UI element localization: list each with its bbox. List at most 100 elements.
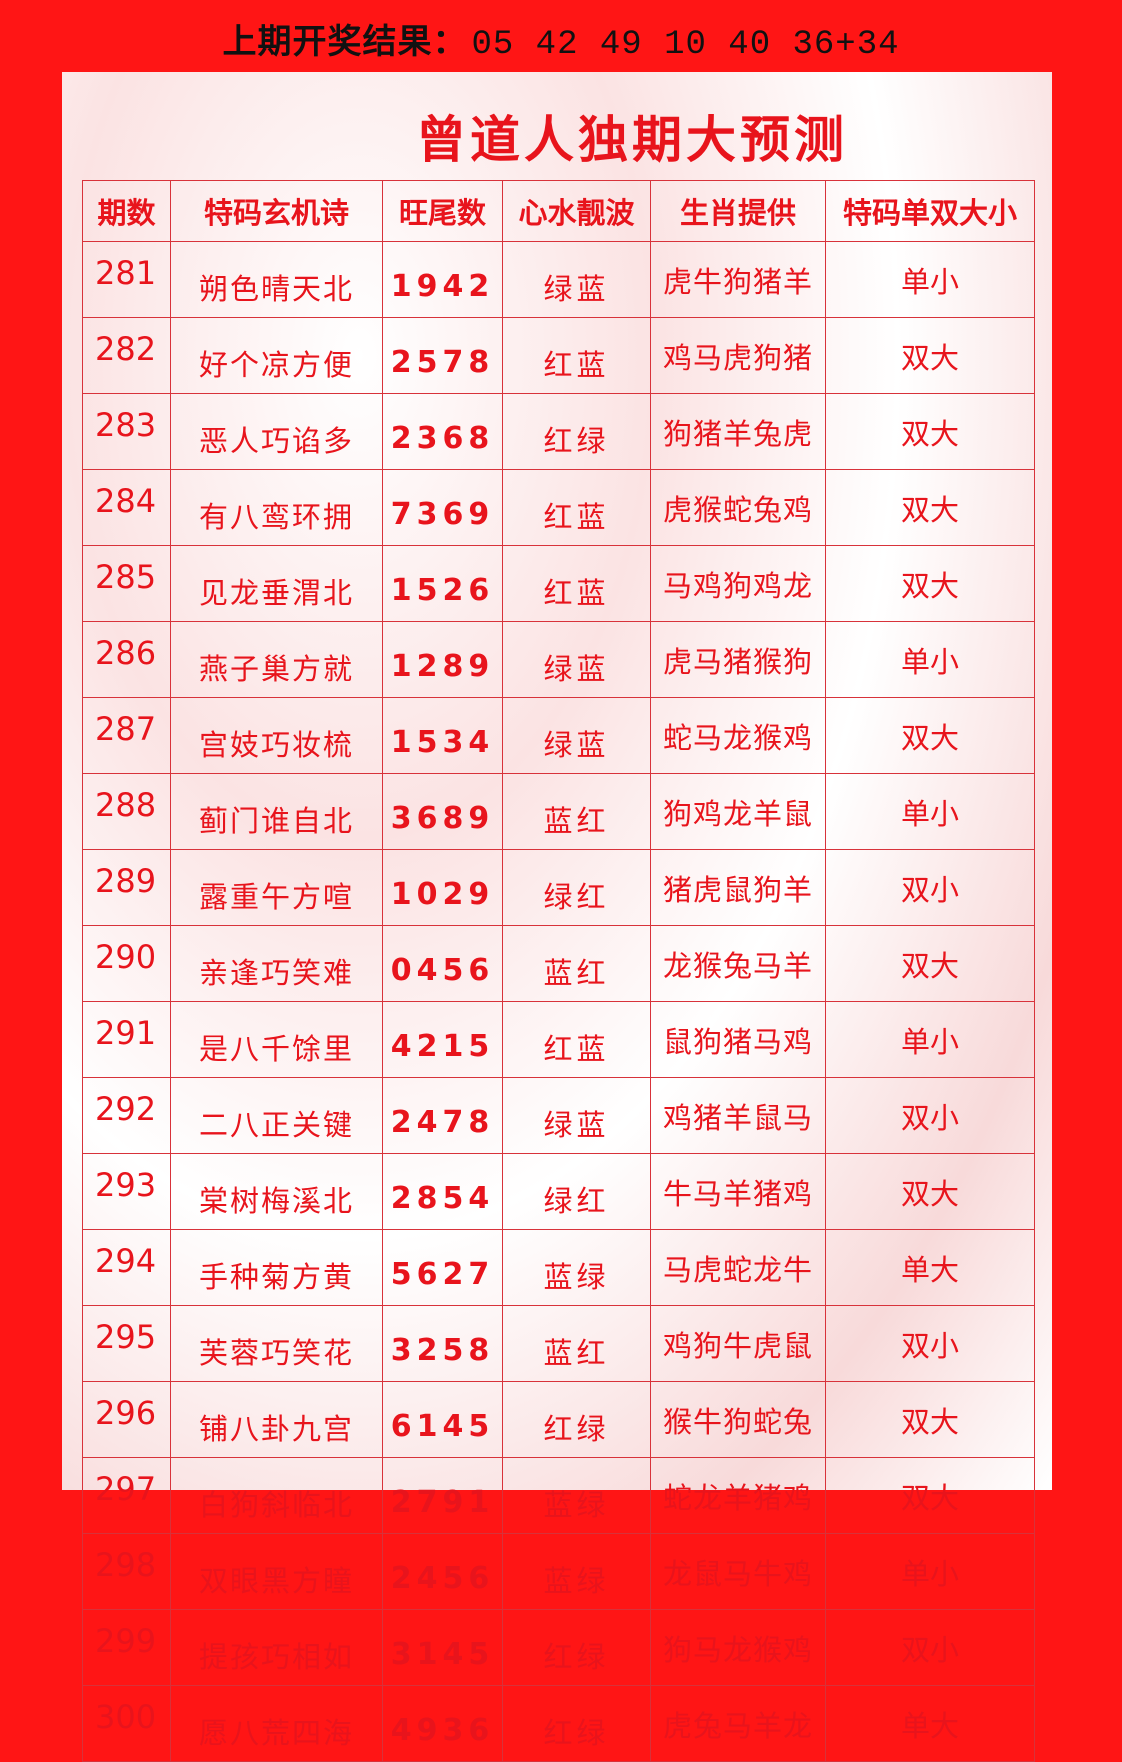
cell-wave-colors: 绿蓝 xyxy=(502,241,651,318)
cell-zodiacs: 龙猴兔马羊 xyxy=(650,925,826,1002)
cell-issue: 286 xyxy=(82,621,171,698)
cell-odd-even-size: 双大 xyxy=(825,393,1035,470)
cell-poem: 燕子巢方就 xyxy=(170,621,383,698)
table-row: 293 棠树梅溪北 2854 绿红 牛马羊猪鸡 双大 xyxy=(82,1153,1035,1230)
table-row: 294 手种菊方黄 5627 蓝绿 马虎蛇龙牛 单大 xyxy=(82,1229,1035,1306)
cell-poem: 好个凉方便 xyxy=(170,317,383,394)
cell-odd-even-size: 单小 xyxy=(825,1533,1035,1610)
table-row: 283 恶人巧谄多 2368 红绿 狗猪羊兔虎 双大 xyxy=(82,393,1035,470)
cell-issue: 299 xyxy=(82,1609,171,1686)
prediction-panel: 曾道人独期大预测 期数 特码玄机诗 旺尾数 心水靓波 生肖提供 特码单双大小 281 朔色晴… xyxy=(62,72,1052,1762)
cell-wave-colors: 红蓝 xyxy=(502,317,651,394)
cell-odd-even-size: 单大 xyxy=(825,1685,1035,1762)
cell-poem: 露重午方喧 xyxy=(170,849,383,926)
cell-zodiacs: 鸡猪羊鼠马 xyxy=(650,1077,826,1154)
cell-wave-colors: 蓝绿 xyxy=(502,1229,651,1306)
cell-zodiacs: 虎兔马羊龙 xyxy=(650,1685,826,1762)
table-row: 297 白狗斜临北 2791 蓝绿 蛇龙羊猪鸡 双大 xyxy=(82,1457,1035,1534)
cell-issue: 291 xyxy=(82,1001,171,1078)
cell-tail-numbers: 0456 xyxy=(382,925,503,1002)
cell-issue: 288 xyxy=(82,773,171,850)
cell-tail-numbers: 4215 xyxy=(382,1001,503,1078)
cell-wave-colors: 蓝红 xyxy=(502,925,651,1002)
last-draw-label: 上期开奖结果： xyxy=(222,22,468,62)
cell-tail-numbers: 3258 xyxy=(382,1305,503,1382)
cell-poem: 手种菊方黄 xyxy=(170,1229,383,1306)
cell-zodiacs: 鼠狗猪马鸡 xyxy=(650,1001,826,1078)
cell-tail-numbers: 2854 xyxy=(382,1153,503,1230)
column-header-zodiacs: 生肖提供 xyxy=(650,180,826,242)
column-header-tail-numbers: 旺尾数 xyxy=(382,180,503,242)
cell-issue: 294 xyxy=(82,1229,171,1306)
cell-wave-colors: 红绿 xyxy=(502,1381,651,1458)
cell-poem: 蓟门谁自北 xyxy=(170,773,383,850)
cell-tail-numbers: 1942 xyxy=(382,241,503,318)
cell-tail-numbers: 1526 xyxy=(382,545,503,622)
table-row: 286 燕子巢方就 1289 绿蓝 虎马猪猴狗 单小 xyxy=(82,621,1035,698)
cell-issue: 296 xyxy=(82,1381,171,1458)
cell-tail-numbers: 1289 xyxy=(382,621,503,698)
cell-zodiacs: 猪虎鼠狗羊 xyxy=(650,849,826,926)
cell-issue: 282 xyxy=(82,317,171,394)
cell-wave-colors: 红绿 xyxy=(502,1609,651,1686)
cell-tail-numbers: 2791 xyxy=(382,1457,503,1534)
table-header: 期数 特码玄机诗 旺尾数 心水靓波 生肖提供 特码单双大小 xyxy=(82,180,1035,242)
table-row: 298 双眼黑方瞳 2456 蓝绿 龙鼠马牛鸡 单小 xyxy=(82,1533,1035,1610)
table-row: 285 见龙垂渭北 1526 红蓝 马鸡狗鸡龙 双大 xyxy=(82,545,1035,622)
cell-zodiacs: 蛇马龙猴鸡 xyxy=(650,697,826,774)
cell-zodiacs: 马虎蛇龙牛 xyxy=(650,1229,826,1306)
cell-issue: 292 xyxy=(82,1077,171,1154)
cell-poem: 宫妓巧妆梳 xyxy=(170,697,383,774)
cell-odd-even-size: 单小 xyxy=(825,621,1035,698)
cell-odd-even-size: 双小 xyxy=(825,849,1035,926)
cell-poem: 芙蓉巧笑花 xyxy=(170,1305,383,1382)
cell-tail-numbers: 2456 xyxy=(382,1533,503,1610)
cell-odd-even-size: 双大 xyxy=(825,697,1035,774)
cell-issue: 285 xyxy=(82,545,171,622)
cell-tail-numbers: 1029 xyxy=(382,849,503,926)
cell-tail-numbers: 1534 xyxy=(382,697,503,774)
cell-wave-colors: 绿蓝 xyxy=(502,1077,651,1154)
cell-wave-colors: 蓝红 xyxy=(502,773,651,850)
cell-poem: 双眼黑方瞳 xyxy=(170,1533,383,1610)
cell-zodiacs: 牛马羊猪鸡 xyxy=(650,1153,826,1230)
table-row: 288 蓟门谁自北 3689 蓝红 狗鸡龙羊鼠 单小 xyxy=(82,773,1035,850)
cell-zodiacs: 狗猪羊兔虎 xyxy=(650,393,826,470)
cell-zodiacs: 鸡狗牛虎鼠 xyxy=(650,1305,826,1382)
cell-zodiacs: 龙鼠马牛鸡 xyxy=(650,1533,826,1610)
cell-wave-colors: 绿蓝 xyxy=(502,697,651,774)
cell-zodiacs: 虎猴蛇兔鸡 xyxy=(650,469,826,546)
cell-odd-even-size: 双大 xyxy=(825,1457,1035,1534)
cell-tail-numbers: 3145 xyxy=(382,1609,503,1686)
table-row: 281 朔色晴天北 1942 绿蓝 虎牛狗猪羊 单小 xyxy=(82,241,1035,318)
cell-zodiacs: 狗鸡龙羊鼠 xyxy=(650,773,826,850)
table-row: 299 提孩巧相如 3145 红绿 狗马龙猴鸡 双小 xyxy=(82,1609,1035,1686)
cell-zodiacs: 虎牛狗猪羊 xyxy=(650,241,826,318)
cell-zodiacs: 马鸡狗鸡龙 xyxy=(650,545,826,622)
cell-odd-even-size: 双小 xyxy=(825,1305,1035,1382)
cell-tail-numbers: 2368 xyxy=(382,393,503,470)
cell-odd-even-size: 双大 xyxy=(825,469,1035,546)
cell-poem: 棠树梅溪北 xyxy=(170,1153,383,1230)
column-header-poem: 特码玄机诗 xyxy=(170,180,383,242)
cell-poem: 提孩巧相如 xyxy=(170,1609,383,1686)
table-row: 292 二八正关键 2478 绿蓝 鸡猪羊鼠马 双小 xyxy=(82,1077,1035,1154)
column-header-odd-even-size: 特码单双大小 xyxy=(825,180,1035,242)
cell-tail-numbers: 4936 xyxy=(382,1685,503,1762)
cell-odd-even-size: 单小 xyxy=(825,773,1035,850)
cell-odd-even-size: 双大 xyxy=(825,1381,1035,1458)
page-title: 曾道人独期大预测 xyxy=(416,110,848,169)
cell-wave-colors: 红蓝 xyxy=(502,545,651,622)
cell-poem: 有八鸾环拥 xyxy=(170,469,383,546)
table-row: 295 芙蓉巧笑花 3258 蓝红 鸡狗牛虎鼠 双小 xyxy=(82,1305,1035,1382)
cell-wave-colors: 蓝绿 xyxy=(502,1533,651,1610)
cell-zodiacs: 鸡马虎狗猪 xyxy=(650,317,826,394)
cell-wave-colors: 红蓝 xyxy=(502,469,651,546)
cell-wave-colors: 红蓝 xyxy=(502,1001,651,1078)
cell-odd-even-size: 双大 xyxy=(825,1153,1035,1230)
cell-poem: 白狗斜临北 xyxy=(170,1457,383,1534)
table-row: 287 宫妓巧妆梳 1534 绿蓝 蛇马龙猴鸡 双大 xyxy=(82,697,1035,774)
cell-zodiacs: 虎马猪猴狗 xyxy=(650,621,826,698)
table-row: 291 是八千馀里 4215 红蓝 鼠狗猪马鸡 单小 xyxy=(82,1001,1035,1078)
cell-tail-numbers: 5627 xyxy=(382,1229,503,1306)
